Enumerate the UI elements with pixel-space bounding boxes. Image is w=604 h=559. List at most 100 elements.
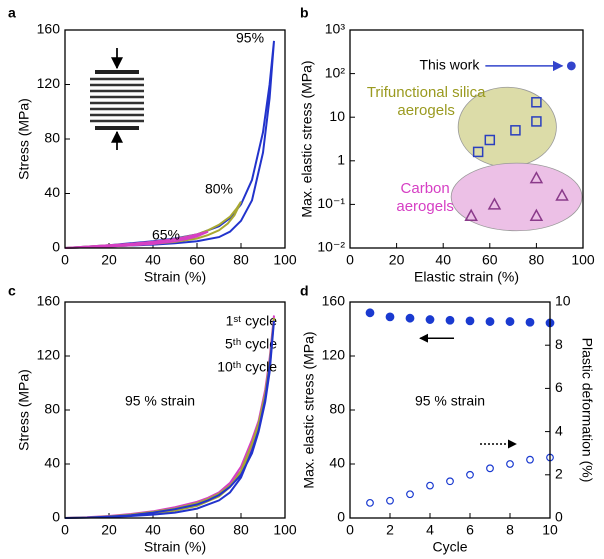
y-axis-label: Stress (MPa) — [16, 98, 32, 180]
x-tick-label: 20 — [101, 522, 117, 538]
x-axis-label: Cycle — [432, 539, 467, 555]
point — [406, 490, 414, 499]
panel-label: d — [300, 283, 309, 299]
y2-tick-label: 4 — [555, 422, 563, 438]
y2-tick-label: 2 — [555, 466, 563, 482]
y-tick-label: 0 — [52, 509, 60, 525]
x-tick-label: 60 — [482, 252, 498, 268]
point — [426, 481, 434, 490]
y-tick-label: 10 — [329, 108, 345, 124]
point — [505, 317, 515, 326]
annotation: 95 % strain — [125, 393, 195, 409]
x-tick-label: 80 — [233, 522, 249, 538]
y-tick-label: 120 — [37, 75, 61, 91]
point — [466, 470, 474, 479]
x-tick-label: 10 — [542, 522, 558, 538]
point — [486, 464, 494, 473]
y-axis-label: Max. elastic stress (MPa) — [301, 331, 317, 488]
panel-label: b — [300, 5, 309, 21]
curve-label: 80% — [205, 180, 233, 196]
x-tick-label: 0 — [61, 252, 69, 268]
x-tick-label: 80 — [233, 252, 249, 268]
point — [446, 477, 454, 486]
point — [405, 313, 415, 323]
point — [529, 208, 544, 221]
point — [566, 61, 576, 71]
point — [555, 188, 569, 201]
point — [385, 312, 395, 322]
curve — [64, 320, 275, 519]
x-tick-label: 2 — [386, 522, 394, 538]
legend-label: 1ˢᵗ cycle — [226, 313, 278, 329]
y-tick-label: 40 — [44, 455, 60, 471]
curve-label: 95% — [236, 30, 264, 46]
plot-frame — [64, 29, 286, 249]
point — [445, 315, 455, 325]
y-tick-label: 0 — [52, 239, 60, 255]
x-tick-label: 100 — [273, 522, 297, 538]
point — [485, 317, 495, 326]
x-tick-label: 40 — [145, 522, 161, 538]
curve-label: 65% — [152, 226, 180, 242]
legend-label: 5ᵗʰ cycle — [225, 336, 277, 352]
y-tick-label: 10³ — [325, 21, 346, 37]
series-label: This work — [419, 57, 480, 73]
y-tick-label: 120 — [322, 347, 346, 363]
y-tick-label: 40 — [329, 455, 345, 471]
point — [526, 455, 534, 464]
x-tick-label: 4 — [426, 522, 434, 538]
series-label: Trifunctional silica aerogels — [366, 84, 486, 120]
x-tick-label: 0 — [346, 522, 354, 538]
x-tick-label: 6 — [466, 522, 474, 538]
y-tick-label: 10⁻² — [317, 239, 345, 255]
y2-axis-label: Plastic deformation (%) — [579, 338, 595, 483]
y-tick-label: 160 — [37, 293, 61, 309]
y-tick-label: 1 — [337, 152, 345, 168]
panel-label: c — [8, 283, 16, 299]
x-tick-label: 80 — [529, 252, 545, 268]
point — [531, 116, 542, 127]
y-tick-label: 80 — [44, 401, 60, 417]
y-tick-label: 120 — [37, 347, 61, 363]
point — [366, 498, 374, 507]
y-tick-label: 160 — [37, 21, 61, 37]
x-tick-label: 100 — [571, 252, 595, 268]
x-axis-label: Strain (%) — [144, 269, 206, 285]
point — [510, 125, 521, 136]
point — [465, 316, 475, 326]
compression-icon — [90, 48, 144, 150]
panel-label: a — [8, 5, 16, 21]
x-tick-label: 0 — [61, 522, 69, 538]
x-axis-label: Strain (%) — [144, 539, 206, 555]
point — [529, 171, 544, 184]
x-tick-label: 100 — [273, 252, 297, 268]
point — [425, 315, 435, 324]
x-tick-label: 8 — [506, 522, 514, 538]
x-tick-label: 20 — [389, 252, 405, 268]
y-axis-label: Max. elastic stress (MPa) — [299, 60, 315, 217]
y2-tick-label: 10 — [555, 293, 571, 309]
y-tick-label: 10² — [325, 64, 346, 80]
y2-tick-label: 8 — [555, 336, 563, 352]
y-axis-label: Stress (MPa) — [16, 369, 32, 451]
point — [365, 308, 375, 318]
y-tick-label: 0 — [337, 509, 345, 525]
x-tick-label: 60 — [189, 252, 205, 268]
plot-frame — [349, 29, 584, 249]
region — [450, 162, 583, 232]
annotation: 95 % strain — [415, 393, 485, 409]
point — [484, 134, 496, 146]
x-axis-label: Elastic strain (%) — [414, 269, 519, 285]
y-tick-label: 160 — [322, 293, 346, 309]
x-tick-label: 40 — [145, 252, 161, 268]
x-tick-label: 60 — [189, 522, 205, 538]
point — [472, 146, 484, 158]
point — [464, 208, 478, 221]
x-tick-label: 20 — [101, 252, 117, 268]
curve — [64, 230, 209, 249]
point — [506, 460, 514, 468]
point — [386, 496, 394, 505]
x-tick-label: 40 — [435, 252, 451, 268]
